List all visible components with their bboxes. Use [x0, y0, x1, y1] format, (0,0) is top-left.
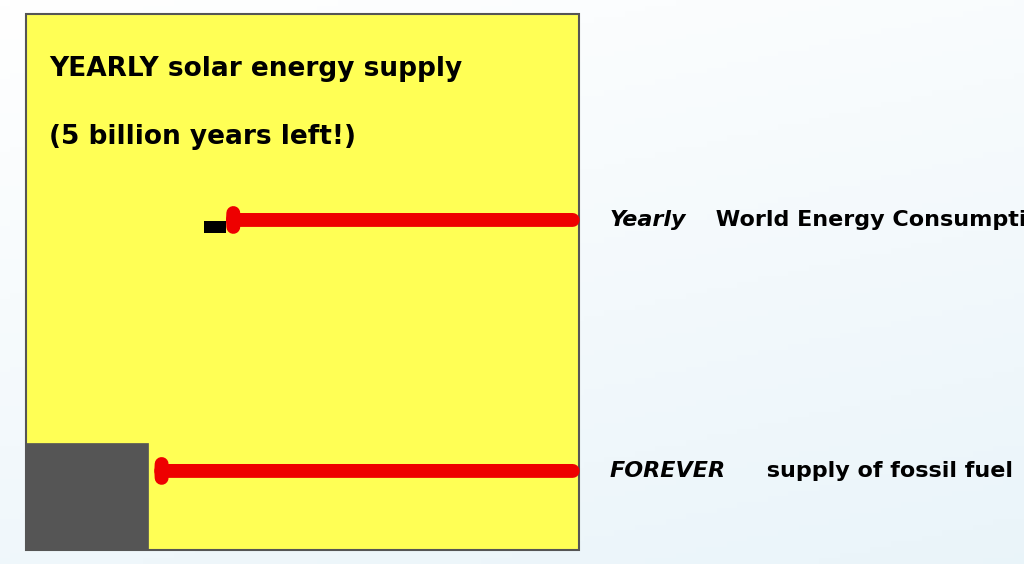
Text: YEARLY solar energy supply: YEARLY solar energy supply: [49, 56, 463, 82]
Text: (5 billion years left!): (5 billion years left!): [49, 124, 356, 150]
Text: FOREVER: FOREVER: [609, 461, 725, 481]
Bar: [26, 14, 579, 550]
Bar: [26, 443, 148, 550]
Text: World Energy Consumption: World Energy Consumption: [708, 210, 1024, 230]
Text: supply of fossil fuel: supply of fossil fuel: [759, 461, 1013, 481]
Bar: [204, 221, 226, 233]
Text: Yearly: Yearly: [609, 210, 686, 230]
